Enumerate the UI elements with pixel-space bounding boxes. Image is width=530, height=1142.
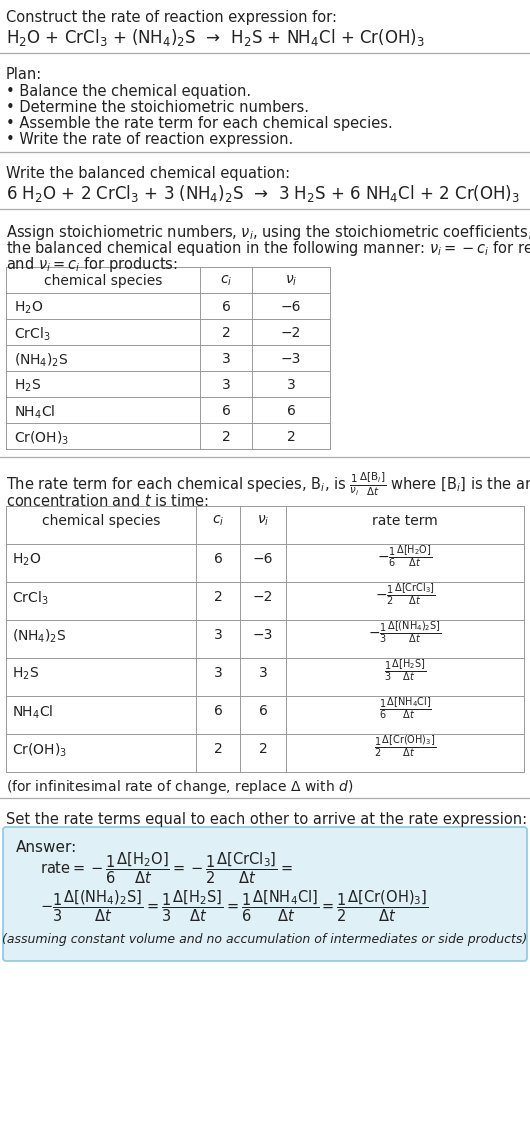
Text: 6: 6	[287, 404, 295, 418]
Text: concentration and $t$ is time:: concentration and $t$ is time:	[6, 493, 209, 509]
Text: 3: 3	[259, 666, 267, 679]
Text: CrCl$_3$: CrCl$_3$	[14, 325, 50, 344]
Text: $-\dfrac{1}{3}\dfrac{\Delta[(\mathrm{NH_4})_2\mathrm{S}]}{\Delta t} = \dfrac{1}{: $-\dfrac{1}{3}\dfrac{\Delta[(\mathrm{NH_…	[40, 888, 429, 924]
Text: H$_2$O: H$_2$O	[14, 300, 43, 316]
Text: 3: 3	[222, 352, 231, 365]
Text: $c_i$: $c_i$	[220, 274, 232, 289]
Text: H$_2$S: H$_2$S	[12, 666, 39, 683]
Text: (assuming constant volume and no accumulation of intermediates or side products): (assuming constant volume and no accumul…	[2, 933, 528, 947]
Text: (NH$_4$)$_2$S: (NH$_4$)$_2$S	[12, 628, 67, 645]
Text: 2: 2	[222, 431, 231, 444]
Text: Cr(OH)$_3$: Cr(OH)$_3$	[12, 742, 67, 759]
Text: 2: 2	[214, 742, 223, 756]
Text: −3: −3	[281, 352, 301, 365]
Text: Construct the rate of reaction expression for:: Construct the rate of reaction expressio…	[6, 10, 337, 25]
Text: H$_2$S: H$_2$S	[14, 378, 41, 394]
Text: • Write the rate of reaction expression.: • Write the rate of reaction expression.	[6, 132, 293, 147]
Text: 6: 6	[214, 552, 223, 566]
Text: $-\frac{1}{2}\frac{\Delta[\mathrm{CrCl_3}]}{\Delta t}$: $-\frac{1}{2}\frac{\Delta[\mathrm{CrCl_3…	[375, 581, 435, 606]
Text: 6: 6	[214, 703, 223, 718]
Text: $\frac{1}{2}\frac{\Delta[\mathrm{Cr(OH)_3}]}{\Delta t}$: $\frac{1}{2}\frac{\Delta[\mathrm{Cr(OH)_…	[374, 733, 436, 759]
Text: NH$_4$Cl: NH$_4$Cl	[12, 703, 54, 722]
Text: chemical species: chemical species	[44, 274, 162, 288]
Text: 6: 6	[259, 703, 268, 718]
Text: $-\frac{1}{3}\frac{\Delta[(\mathrm{NH_4})_2\mathrm{S}]}{\Delta t}$: $-\frac{1}{3}\frac{\Delta[(\mathrm{NH_4}…	[368, 619, 441, 645]
Text: 3: 3	[214, 666, 223, 679]
Text: Plan:: Plan:	[6, 67, 42, 82]
Text: −6: −6	[253, 552, 273, 566]
Text: 2: 2	[259, 742, 267, 756]
Text: 6 H$_2$O + 2 CrCl$_3$ + 3 (NH$_4$)$_2$S  →  3 H$_2$S + 6 NH$_4$Cl + 2 Cr(OH)$_3$: 6 H$_2$O + 2 CrCl$_3$ + 3 (NH$_4$)$_2$S …	[6, 183, 520, 204]
Text: rate term: rate term	[372, 514, 438, 528]
Text: Cr(OH)$_3$: Cr(OH)$_3$	[14, 431, 69, 448]
Text: (NH$_4$)$_2$S: (NH$_4$)$_2$S	[14, 352, 68, 369]
Text: $\frac{1}{6}\frac{\Delta[\mathrm{NH_4Cl}]}{\Delta t}$: $\frac{1}{6}\frac{\Delta[\mathrm{NH_4Cl}…	[378, 695, 431, 721]
Text: $\nu_i$: $\nu_i$	[257, 514, 269, 529]
Text: $-\frac{1}{6}\frac{\Delta[\mathrm{H_2O}]}{\Delta t}$: $-\frac{1}{6}\frac{\Delta[\mathrm{H_2O}]…	[377, 544, 432, 569]
Text: and $\nu_i = c_i$ for products:: and $\nu_i = c_i$ for products:	[6, 255, 178, 274]
Text: $c_i$: $c_i$	[212, 514, 224, 529]
Text: the balanced chemical equation in the following manner: $\nu_i = -c_i$ for react: the balanced chemical equation in the fo…	[6, 239, 530, 258]
Text: 6: 6	[222, 404, 231, 418]
Text: Set the rate terms equal to each other to arrive at the rate expression:: Set the rate terms equal to each other t…	[6, 812, 527, 827]
Text: −2: −2	[281, 325, 301, 340]
Text: 2: 2	[222, 325, 231, 340]
Text: The rate term for each chemical species, B$_i$, is $\frac{1}{\nu_i}\frac{\Delta[: The rate term for each chemical species,…	[6, 471, 530, 498]
Text: $\frac{1}{3}\frac{\Delta[\mathrm{H_2S}]}{\Delta t}$: $\frac{1}{3}\frac{\Delta[\mathrm{H_2S}]}…	[384, 657, 426, 683]
Text: • Assemble the rate term for each chemical species.: • Assemble the rate term for each chemic…	[6, 116, 393, 131]
Text: • Determine the stoichiometric numbers.: • Determine the stoichiometric numbers.	[6, 100, 309, 115]
Text: Assign stoichiometric numbers, $\nu_i$, using the stoichiometric coefficients, $: Assign stoichiometric numbers, $\nu_i$, …	[6, 223, 530, 242]
Text: −6: −6	[281, 300, 301, 314]
Text: 6: 6	[222, 300, 231, 314]
Text: H$_2$O + CrCl$_3$ + (NH$_4$)$_2$S  →  H$_2$S + NH$_4$Cl + Cr(OH)$_3$: H$_2$O + CrCl$_3$ + (NH$_4$)$_2$S → H$_2…	[6, 27, 425, 48]
Text: $\nu_i$: $\nu_i$	[285, 274, 297, 289]
Text: 3: 3	[222, 378, 231, 392]
Text: Answer:: Answer:	[16, 841, 77, 855]
Text: Write the balanced chemical equation:: Write the balanced chemical equation:	[6, 166, 290, 180]
Text: $\mathrm{rate} = -\dfrac{1}{6}\dfrac{\Delta[\mathrm{H_2O}]}{\Delta t} = -\dfrac{: $\mathrm{rate} = -\dfrac{1}{6}\dfrac{\De…	[40, 851, 293, 886]
Text: −2: −2	[253, 590, 273, 604]
Text: chemical species: chemical species	[42, 514, 160, 528]
Text: −3: −3	[253, 628, 273, 642]
Text: NH$_4$Cl: NH$_4$Cl	[14, 404, 55, 421]
Text: CrCl$_3$: CrCl$_3$	[12, 590, 48, 608]
Text: H$_2$O: H$_2$O	[12, 552, 41, 569]
Text: (for infinitesimal rate of change, replace Δ with $d$): (for infinitesimal rate of change, repla…	[6, 778, 354, 796]
Text: 3: 3	[287, 378, 295, 392]
Text: 2: 2	[287, 431, 295, 444]
Text: 2: 2	[214, 590, 223, 604]
Text: 3: 3	[214, 628, 223, 642]
FancyBboxPatch shape	[3, 827, 527, 962]
Text: • Balance the chemical equation.: • Balance the chemical equation.	[6, 85, 251, 99]
